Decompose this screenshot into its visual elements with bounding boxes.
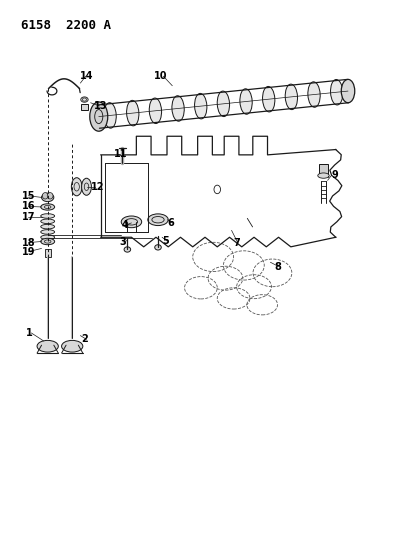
Text: 16: 16 [22, 201, 35, 212]
Text: 8: 8 [274, 262, 281, 271]
Ellipse shape [81, 178, 91, 195]
Ellipse shape [217, 91, 229, 117]
Ellipse shape [47, 192, 53, 199]
Ellipse shape [330, 79, 342, 105]
Ellipse shape [124, 247, 130, 252]
Text: 15: 15 [22, 191, 35, 201]
Text: 9: 9 [331, 170, 337, 180]
Ellipse shape [154, 245, 161, 250]
Text: 13: 13 [94, 101, 107, 111]
Ellipse shape [307, 82, 319, 107]
Ellipse shape [71, 177, 82, 196]
Text: 1: 1 [26, 328, 33, 338]
Ellipse shape [40, 235, 54, 239]
Ellipse shape [317, 173, 328, 178]
Text: 11: 11 [113, 149, 127, 159]
Ellipse shape [61, 341, 83, 352]
Ellipse shape [40, 224, 54, 229]
Text: 6: 6 [167, 218, 174, 228]
Ellipse shape [81, 97, 88, 102]
Text: 5: 5 [162, 236, 169, 246]
Text: 12: 12 [90, 182, 104, 192]
Ellipse shape [171, 96, 184, 121]
Ellipse shape [42, 192, 48, 199]
Ellipse shape [121, 216, 142, 228]
Ellipse shape [149, 98, 161, 124]
Ellipse shape [40, 238, 54, 245]
Text: 17: 17 [22, 212, 35, 222]
Ellipse shape [126, 100, 139, 126]
Ellipse shape [40, 219, 54, 223]
Text: 7: 7 [233, 238, 240, 247]
Ellipse shape [41, 193, 54, 201]
Bar [81, 104, 88, 110]
Ellipse shape [239, 89, 252, 114]
Ellipse shape [194, 93, 207, 119]
Ellipse shape [340, 79, 354, 103]
Ellipse shape [90, 102, 108, 131]
Ellipse shape [262, 86, 274, 112]
Text: 3: 3 [119, 237, 126, 247]
Ellipse shape [147, 214, 168, 225]
Bar [319, 164, 327, 175]
Ellipse shape [37, 341, 58, 352]
Ellipse shape [40, 204, 54, 210]
Text: 14: 14 [80, 71, 94, 81]
Ellipse shape [285, 84, 297, 110]
Text: 6158  2200 A: 6158 2200 A [21, 19, 111, 33]
Ellipse shape [40, 214, 54, 218]
Text: 4: 4 [121, 220, 128, 230]
Text: 10: 10 [153, 71, 167, 81]
Text: 19: 19 [22, 247, 35, 256]
Text: 18: 18 [22, 238, 36, 247]
Text: 2: 2 [81, 334, 88, 344]
Ellipse shape [103, 103, 116, 128]
Ellipse shape [40, 230, 54, 234]
Bar [45, 249, 50, 257]
